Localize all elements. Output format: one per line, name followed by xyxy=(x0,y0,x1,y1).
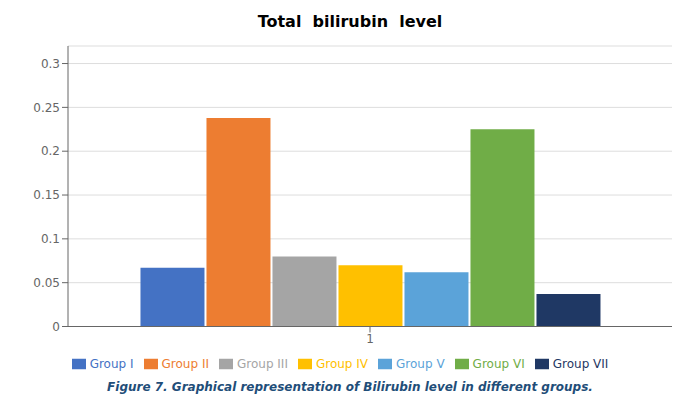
svg-text:0.25: 0.25 xyxy=(33,101,60,115)
svg-text:0: 0 xyxy=(52,320,60,334)
html-text:Group I: Group I xyxy=(89,356,134,371)
svg-text:1: 1 xyxy=(366,332,374,346)
svg-text:0.2: 0.2 xyxy=(41,144,60,158)
html-text:Group IV: Group IV xyxy=(315,356,368,371)
html-text:Group II: Group II xyxy=(161,356,209,371)
html-text:Total bilirubin level: Total bilirubin level xyxy=(257,12,443,31)
html-text:Group III: Group III xyxy=(237,356,288,371)
svg-text:0.05: 0.05 xyxy=(33,276,60,290)
svg-text:0.3: 0.3 xyxy=(41,57,60,71)
html-text:Group V: Group V xyxy=(396,356,445,371)
html-text:Group VII: Group VII xyxy=(552,356,609,371)
svg-text:0.1: 0.1 xyxy=(41,232,60,246)
svg-text:0.15: 0.15 xyxy=(33,188,60,202)
html-text:Figure 7. Graphical representa: Figure 7. Graphical representation of Bi… xyxy=(107,380,593,394)
html-text:Group VI: Group VI xyxy=(472,356,525,371)
